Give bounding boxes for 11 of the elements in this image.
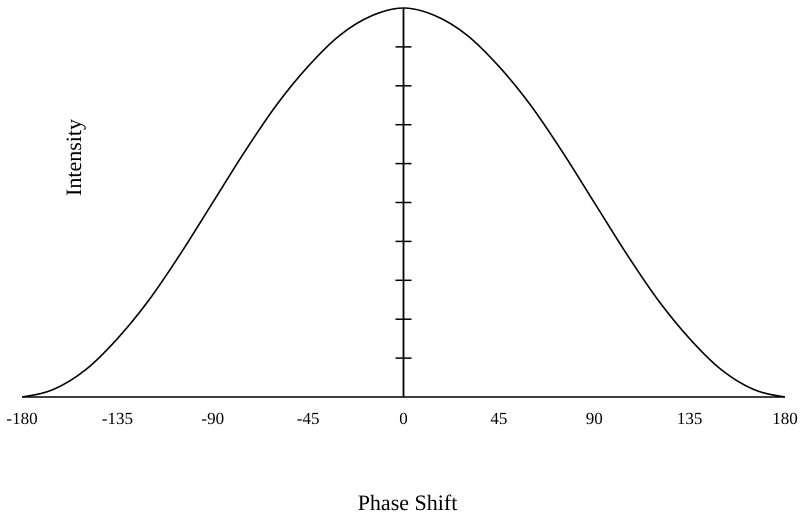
x-tick-label: -90 (201, 409, 224, 428)
x-tick-label: 135 (676, 409, 702, 428)
x-tick-label: 180 (772, 409, 798, 428)
x-tick-label: -45 (296, 409, 320, 428)
y-axis-title: Intensity (61, 119, 86, 196)
x-axis-title: Phase Shift (358, 490, 458, 515)
x-tick-label: 90 (586, 409, 603, 428)
x-tick-label: 0 (399, 409, 408, 428)
x-tick-label: 45 (490, 409, 508, 428)
x-tick-label: -180 (6, 409, 38, 428)
x-tick-label: -135 (102, 409, 133, 428)
